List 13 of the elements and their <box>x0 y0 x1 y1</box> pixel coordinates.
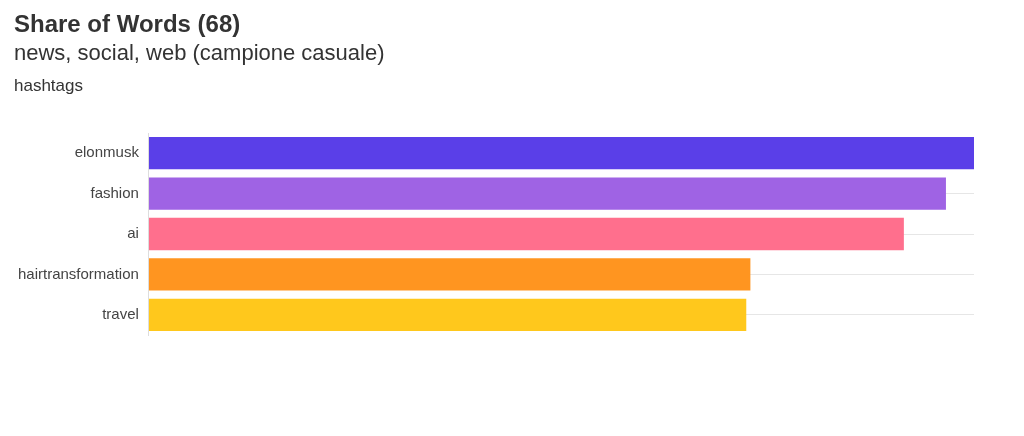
bar <box>148 137 974 170</box>
y-tick-label: elonmusk <box>74 143 140 161</box>
y-tick-label: ai <box>127 224 139 242</box>
y-tick-label: travel <box>102 304 139 322</box>
y-tick-label: hairtransformation <box>18 264 139 282</box>
chart-subtitle: news, social, web (campione casuale) <box>14 40 386 66</box>
bar <box>148 298 747 331</box>
bar <box>148 217 904 251</box>
bar <box>148 258 751 291</box>
y-tick-label: fashion <box>90 183 139 201</box>
y-axis-title: hashtags <box>14 76 84 96</box>
chart-title: Share of Words (68) <box>14 10 242 38</box>
bar <box>148 177 946 210</box>
